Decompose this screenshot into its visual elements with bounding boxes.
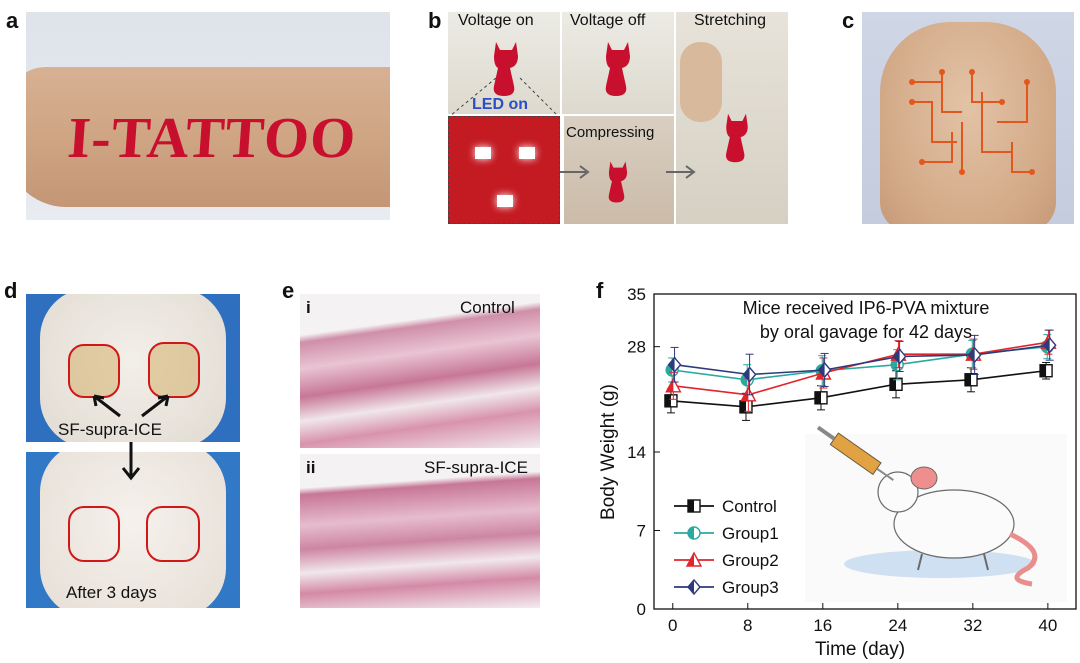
arrow-icon — [141, 394, 170, 418]
series-group1 — [665, 334, 1054, 396]
mouse-syringe-illustration — [805, 425, 1067, 602]
right-arrow-icon — [560, 165, 590, 179]
voltage-off-label: Voltage off — [570, 12, 646, 29]
led-light — [497, 195, 513, 207]
cat-tattoo-compressing — [564, 116, 674, 224]
data-point-fill — [890, 378, 897, 391]
series-line — [670, 369, 1047, 408]
histology-control-label: Control — [460, 298, 515, 317]
x-tick-label: 32 — [963, 616, 982, 635]
panel-d-arrows — [92, 394, 170, 481]
x-tick-label: 16 — [813, 616, 832, 635]
cat-shape — [720, 112, 754, 164]
cat-shape — [602, 160, 634, 204]
legend-marker-fill — [688, 527, 694, 539]
y-tick-label: 14 — [627, 443, 646, 462]
legend-label-control: Control — [722, 497, 777, 516]
cat-shape — [600, 40, 636, 98]
led-light — [475, 147, 491, 159]
patch-left — [68, 344, 120, 398]
down-arrow-icon — [121, 442, 141, 481]
patch-right — [146, 506, 200, 562]
data-point-fill — [666, 378, 674, 392]
legend-label-group1: Group1 — [722, 524, 779, 543]
cat-tattoo-voltage-off — [562, 12, 674, 114]
panel-label-b: b — [428, 8, 442, 33]
body-weight-chart: 0 7 14 28 35 0 8 16 24 32 40 Control Group1 Group2 Gr… — [598, 285, 1077, 660]
x-tick-label: 0 — [668, 616, 677, 635]
data-point-fill — [968, 347, 975, 362]
legend-marker-fill — [687, 553, 694, 566]
led-closeup-photo — [448, 116, 560, 224]
legend-marker-fill — [688, 500, 694, 512]
x-tick-label: 40 — [1038, 616, 1057, 635]
voltage-on-label: Voltage on — [458, 12, 534, 29]
data-point-fill — [965, 373, 972, 386]
data-point-fill — [664, 394, 671, 407]
mouse-fur — [40, 452, 226, 608]
x-tick-label: 24 — [888, 616, 907, 635]
histology-treated-label: SF-supra-ICE — [424, 458, 528, 477]
data-point-fill — [893, 349, 900, 364]
panel-b-arrows — [449, 77, 696, 179]
panel-label-c: c — [842, 8, 855, 33]
data-point-fill — [1043, 338, 1050, 353]
cat-tattoo-voltage-on — [448, 12, 560, 114]
arrow-icon — [92, 394, 121, 418]
y-tick-label: 0 — [637, 600, 646, 619]
sf-supra-ice-label: SF-supra-ICE — [58, 420, 162, 439]
data-point-fill — [815, 391, 821, 404]
series-group3 — [667, 329, 1057, 396]
legend-marker-fill — [688, 580, 694, 594]
chart-title-line-2: by oral gavage for 42 days — [760, 322, 972, 342]
x-axis-label: Time (day) — [815, 639, 905, 660]
after-3-days-label: After 3 days — [66, 583, 157, 602]
mouse-skin-photo-after — [26, 452, 240, 608]
forearm-shape — [26, 67, 390, 207]
x-tick-label: 8 — [743, 616, 752, 635]
mouse-skin-photo-before — [26, 294, 240, 442]
histology-treated — [300, 454, 540, 608]
y-tick-label: 7 — [637, 522, 646, 541]
series-line — [674, 344, 1050, 376]
cat-shape — [488, 40, 524, 98]
panel-label-f: f — [596, 278, 604, 303]
circuit-pattern — [909, 69, 1035, 175]
stretching-label: Stretching — [694, 12, 767, 29]
data-point-fill — [739, 400, 746, 413]
arm-tattoo-photo: I-TATTOO — [26, 12, 390, 220]
histology-control — [300, 294, 540, 448]
patch-right — [148, 342, 200, 398]
data-point-fill — [741, 387, 749, 401]
finger-shape — [680, 42, 722, 122]
panel-label-a: a — [6, 8, 19, 33]
series-control — [664, 361, 1053, 421]
right-arrow-icon — [666, 165, 696, 179]
panel-label-e: e — [282, 278, 295, 303]
chart-title-line-1: Mice received IP6-PVA mixture — [743, 298, 990, 318]
led-light — [519, 147, 535, 159]
patch-left — [68, 506, 120, 562]
y-tick-label: 35 — [627, 285, 646, 304]
data-point-fill — [668, 357, 675, 372]
legend-label-group2: Group2 — [722, 551, 779, 570]
series-line — [673, 341, 1049, 396]
data-point-fill — [743, 367, 750, 382]
data-point-fill — [1040, 364, 1047, 377]
led-on-label: LED on — [472, 96, 528, 113]
y-axis-label: Body Weight (g) — [598, 384, 619, 520]
data-point-fill — [818, 362, 825, 377]
cat-tattoo-stretching — [676, 12, 788, 224]
panel-label-d: d — [4, 278, 18, 303]
legend-label-group3: Group3 — [722, 578, 779, 597]
histology-sub-i: i — [306, 298, 311, 317]
tattoo-text: I-TATTOO — [65, 105, 359, 170]
compressing-label: Compressing — [566, 124, 655, 141]
y-tick-label: 28 — [627, 338, 646, 357]
histology-sub-ii: ii — [306, 458, 316, 477]
hand-circuit-photo — [862, 12, 1074, 224]
